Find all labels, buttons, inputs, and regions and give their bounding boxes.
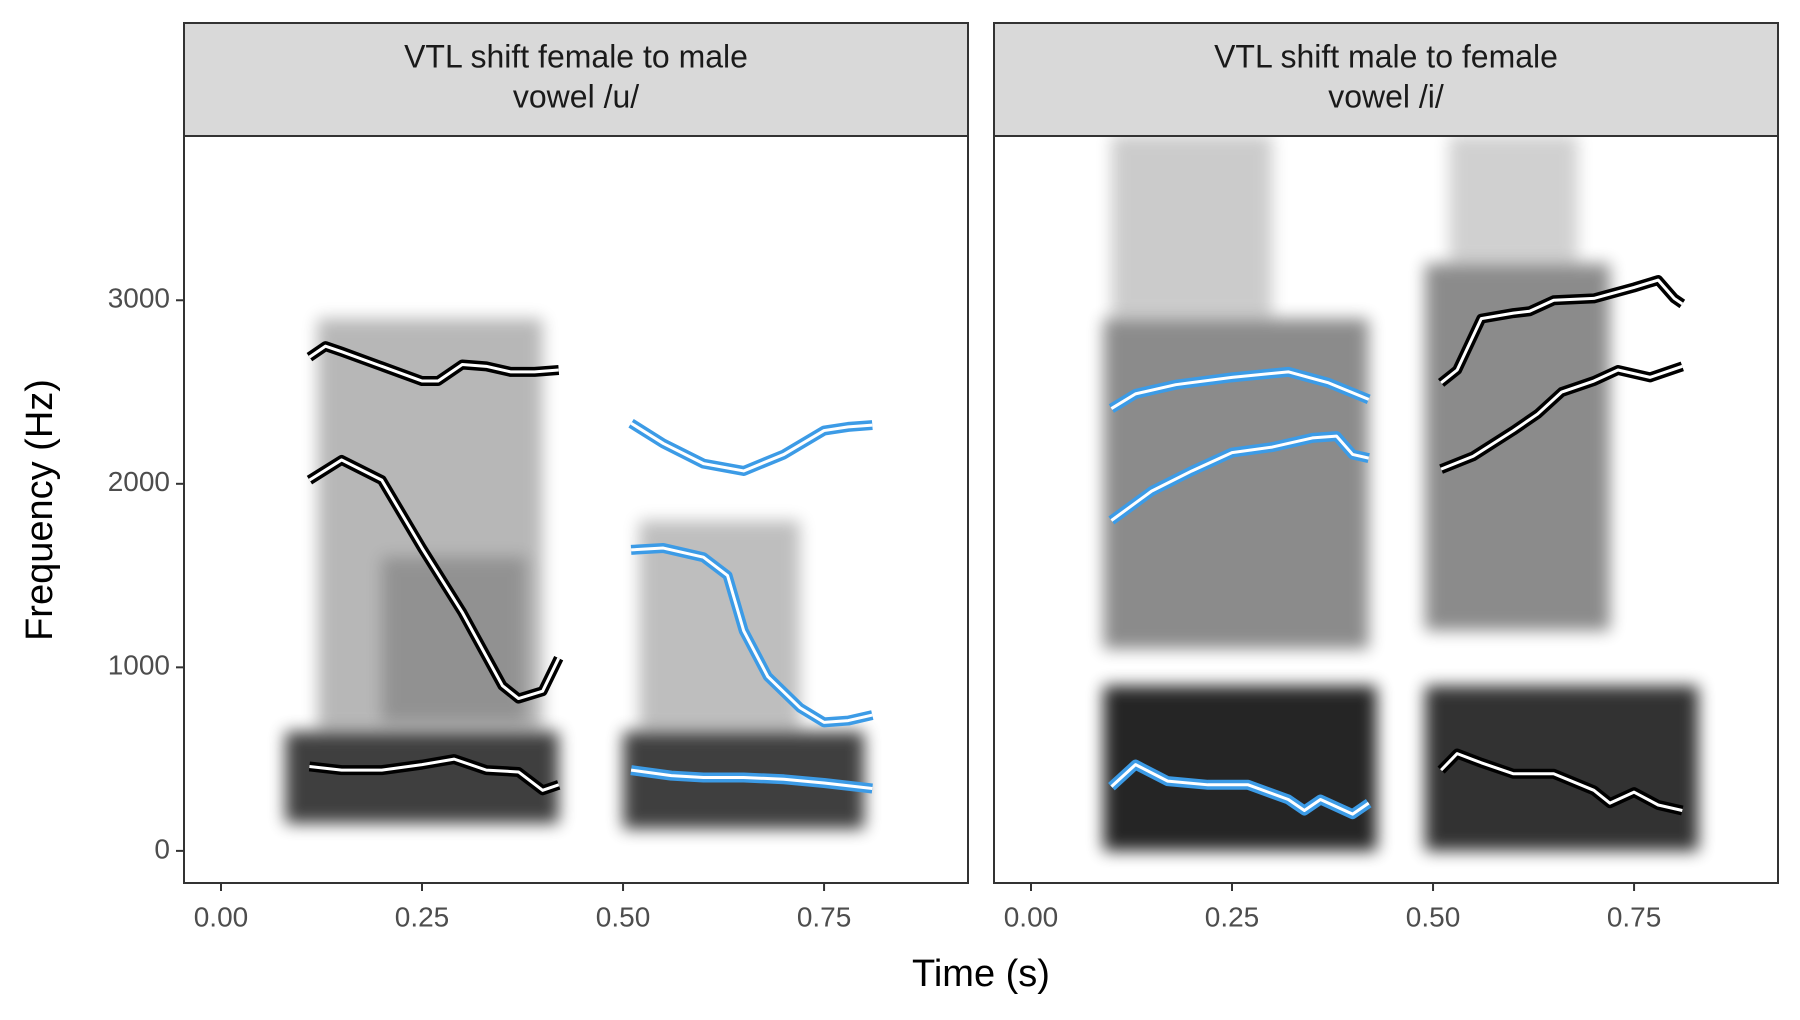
x-tick-label: 0.25 [1205, 901, 1260, 932]
formant-track-core [1440, 364, 1683, 471]
panel: VTL shift female to male vowel /u/0.00 0.2… [108, 22, 969, 932]
strip-title: VTL shift female to male [404, 38, 748, 74]
x-axis-title: Time (s) [912, 953, 1050, 995]
spectrogram-energy [1424, 263, 1610, 631]
strip-title: VTL shift male to female [1214, 38, 1558, 74]
formant-track-core [630, 421, 873, 473]
formant-track-core [1110, 763, 1370, 816]
formant-track-core [308, 458, 561, 701]
y-axis-title: Frequency (Hz) [19, 379, 61, 641]
spectrogram-energy [285, 731, 559, 824]
formant-track-core [309, 757, 560, 792]
spectrogram-energy [639, 520, 800, 732]
panel: VTL shift male to female vowel /i/0.00 0.2… [993, 22, 1779, 932]
y-tick-label: 3000 [108, 283, 170, 314]
plot-border [993, 135, 1779, 884]
x-tick-label: 0.50 [596, 901, 651, 932]
y-tick-label: 2000 [108, 466, 170, 497]
y-tick-label: 1000 [108, 650, 170, 681]
spectrogram-energy [1449, 135, 1578, 264]
formant-track-core [1440, 752, 1683, 812]
x-tick-label: 0.25 [395, 901, 450, 932]
strip-title: vowel /i/ [1328, 78, 1444, 114]
x-tick-label: 0.75 [1607, 901, 1662, 932]
plot-border [183, 135, 969, 884]
strip-title: vowel /u/ [513, 78, 639, 114]
spectrogram-energy [1103, 318, 1369, 649]
spectrogram-energy [381, 557, 527, 723]
x-tick-label: 0.50 [1406, 901, 1461, 932]
spectrogram-energy [1111, 135, 1273, 319]
y-tick-label: 0 [154, 833, 170, 864]
formant-track-core [1110, 370, 1370, 410]
x-tick-label: 0.75 [797, 901, 852, 932]
formant-track-core [1110, 434, 1370, 522]
x-tick-label: 0.00 [194, 901, 249, 932]
formant-track-core [308, 344, 559, 383]
formant-track-core [630, 768, 873, 790]
x-tick-label: 0.00 [1004, 901, 1059, 932]
formant-track-core [630, 546, 873, 724]
spectrogram-energy [1424, 685, 1699, 851]
formant-track-core [1440, 278, 1684, 385]
strip [183, 22, 969, 137]
